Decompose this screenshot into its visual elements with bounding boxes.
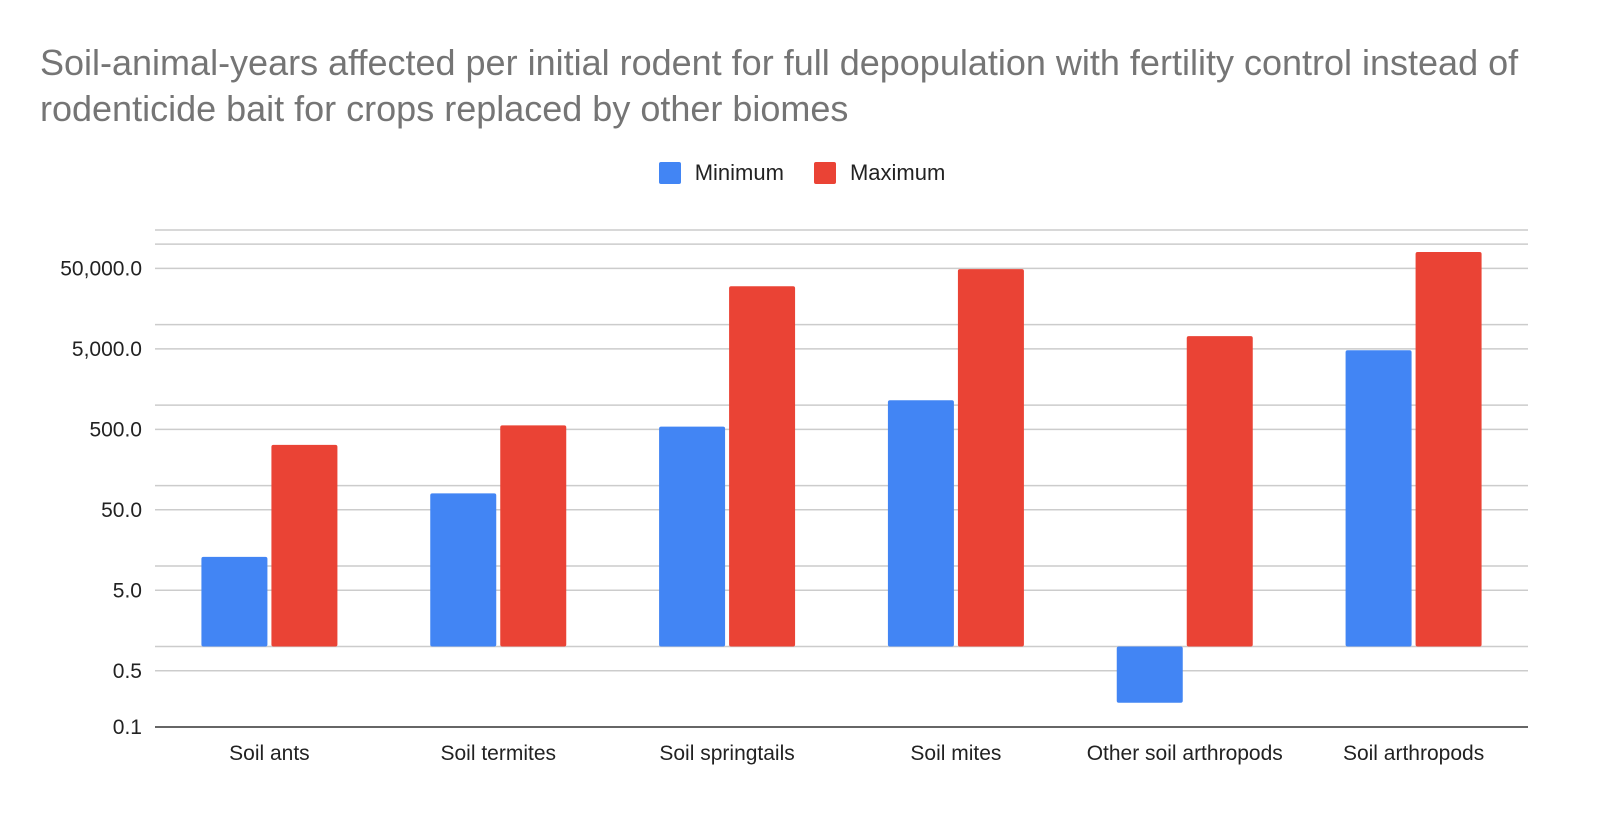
legend-label-minimum: Minimum	[694, 160, 784, 185]
bar-maximum-soil-springtails[interactable]	[729, 286, 796, 647]
y-tick-label: 500.0	[89, 418, 142, 441]
x-category-label: Soil mites	[910, 742, 1001, 765]
x-category-label: Soil arthropods	[1343, 742, 1484, 765]
y-tick-label: 5,000.0	[72, 338, 142, 361]
x-category-label: Soil ants	[229, 742, 310, 765]
legend-swatch-maximum	[813, 162, 836, 184]
y-tick-label: 0.5	[113, 660, 142, 683]
bar-maximum-soil-ants[interactable]	[271, 444, 338, 647]
grid-layer	[155, 229, 1528, 728]
x-category-label: Other soil arthropods	[1087, 742, 1283, 765]
bar-minimum-soil-springtails[interactable]	[659, 426, 726, 647]
bar-minimum-soil-ants[interactable]	[201, 556, 268, 647]
bar-minimum-soil-termites[interactable]	[430, 493, 497, 647]
y-tick-label: 0.1	[113, 716, 142, 739]
y-tick-label: 50,000.0	[60, 257, 142, 280]
legend-item-maximum[interactable]: Maximum	[813, 160, 946, 186]
bar-minimum-other-soil-arthropods[interactable]	[1116, 646, 1183, 703]
bar-maximum-soil-mites[interactable]	[957, 269, 1024, 647]
chart-title: Soil-animal-years affected per initial r…	[40, 42, 1519, 129]
legend-label-maximum: Maximum	[849, 160, 946, 185]
bar-layer	[201, 251, 1482, 703]
bar-minimum-soil-arthropods[interactable]	[1345, 350, 1412, 647]
bar-maximum-other-soil-arthropods[interactable]	[1186, 336, 1253, 647]
legend-swatch-minimum	[658, 162, 681, 184]
y-tick-label: 50.0	[101, 499, 142, 522]
bar-minimum-soil-mites[interactable]	[887, 400, 954, 647]
bar-maximum-soil-arthropods[interactable]	[1415, 251, 1482, 647]
y-tick-label: 5.0	[113, 579, 142, 602]
x-category-label: Soil springtails	[659, 742, 794, 765]
legend-item-minimum[interactable]: Minimum	[658, 160, 784, 186]
bar-maximum-soil-termites[interactable]	[500, 425, 567, 647]
x-category-label: Soil termites	[440, 742, 556, 765]
legend: Minimum Maximum	[0, 160, 1604, 186]
axis-layer: 0.1 0.5 5.0 50.0 500.0 5,000.0 50,000.0 Soil an…	[60, 257, 1484, 765]
